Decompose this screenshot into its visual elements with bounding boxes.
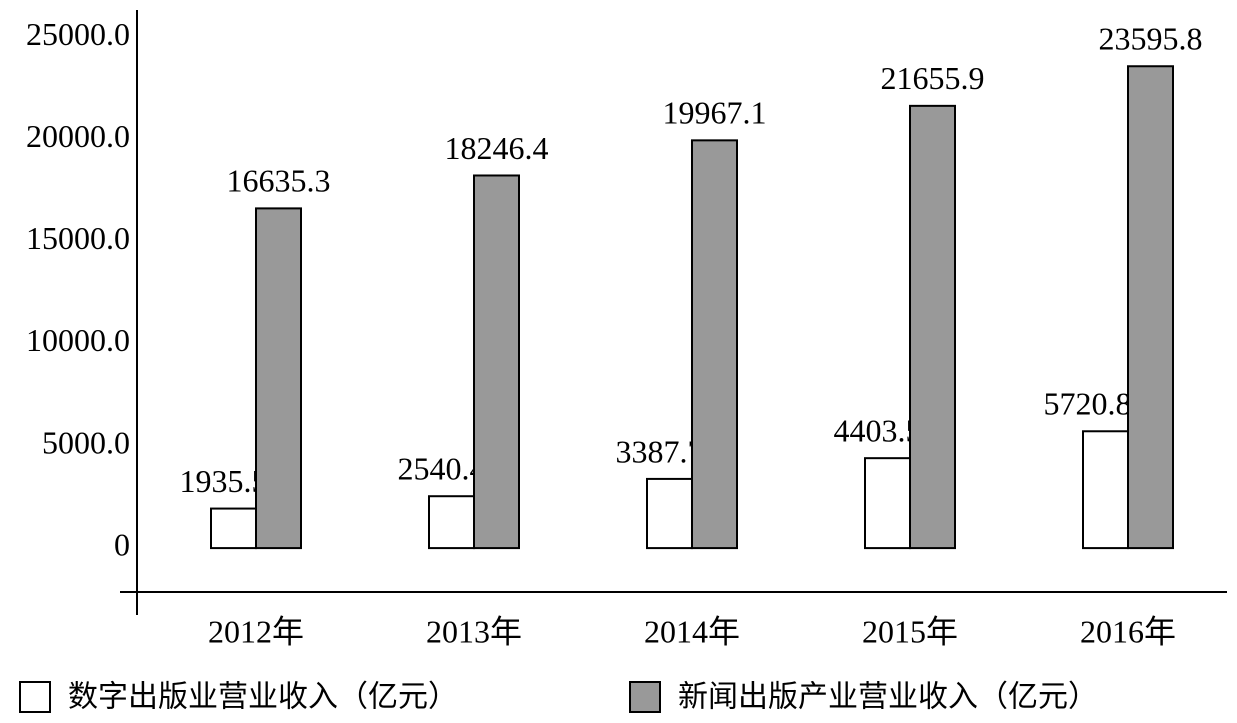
value-label: 2540.4 [398, 451, 486, 487]
legend-swatch [629, 681, 661, 713]
bar [864, 457, 911, 550]
y-tick-label: 0 [114, 526, 130, 562]
bar [646, 477, 693, 550]
bar [473, 174, 520, 550]
x-tick-label: 2016年 [1080, 613, 1176, 649]
bar [1082, 430, 1129, 550]
y-tick-label: 5000.0 [42, 424, 130, 460]
value-label: 4403.5 [834, 413, 922, 449]
value-label: 1935.5 [180, 463, 268, 499]
value-label: 21655.9 [881, 60, 985, 96]
bar [909, 104, 956, 550]
x-tick-label: 2014年 [644, 613, 740, 649]
bar [428, 495, 475, 550]
value-label: 23595.8 [1099, 21, 1203, 57]
x-tick-label: 2013年 [426, 613, 522, 649]
value-label: 19967.1 [663, 95, 767, 131]
x-tick-label: 2015年 [862, 613, 958, 649]
y-tick-label: 10000.0 [26, 322, 130, 358]
bar [255, 207, 302, 550]
bar [691, 139, 738, 550]
y-tick-label: 25000.0 [26, 16, 130, 52]
value-label: 18246.4 [445, 130, 549, 166]
y-tick-label: 20000.0 [26, 118, 130, 154]
bar [210, 507, 257, 550]
legend-swatch [19, 681, 51, 713]
x-tick-label: 2012年 [208, 613, 304, 649]
y-tick-label: 15000.0 [26, 220, 130, 256]
legend-label: 新闻出版产业营业收入（亿元） [678, 680, 1098, 715]
legend-label: 数字出版业营业收入（亿元） [68, 680, 458, 715]
value-label: 16635.3 [227, 163, 331, 199]
value-label: 3387.7 [616, 433, 704, 469]
bar [1127, 65, 1174, 550]
